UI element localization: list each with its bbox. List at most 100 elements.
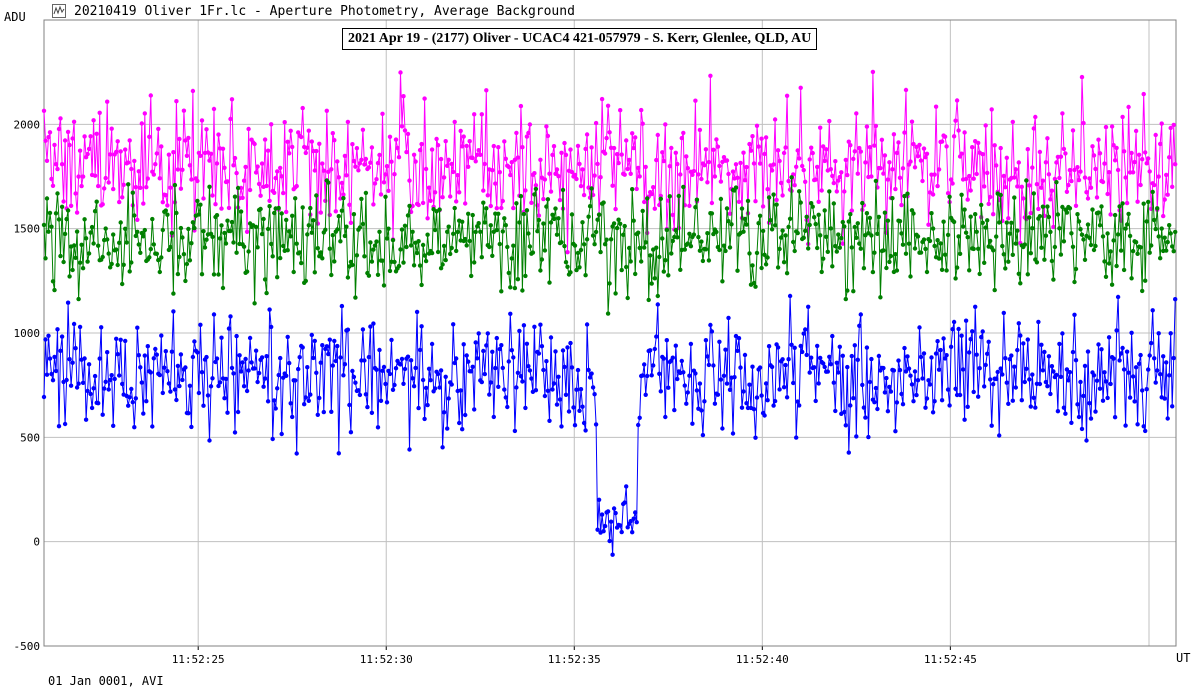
- data-point: [494, 335, 499, 341]
- data-point: [748, 148, 754, 153]
- data-point: [1064, 189, 1070, 194]
- data-point: [699, 239, 704, 244]
- data-point: [181, 108, 187, 113]
- data-point: [1088, 416, 1094, 421]
- data-point: [813, 177, 818, 182]
- data-point: [484, 343, 489, 348]
- data-point: [166, 152, 172, 157]
- data-point: [1158, 141, 1163, 147]
- data-point: [368, 160, 373, 165]
- data-point: [464, 243, 469, 248]
- data-point: [1042, 349, 1047, 355]
- data-point: [190, 88, 196, 94]
- data-point: [407, 203, 412, 209]
- data-point: [1036, 206, 1041, 212]
- data-point: [135, 325, 140, 330]
- data-point: [350, 368, 355, 374]
- data-point: [470, 212, 475, 218]
- data-point: [339, 180, 345, 186]
- data-point: [1007, 357, 1012, 362]
- data-point: [56, 424, 62, 429]
- data-point: [1043, 160, 1049, 165]
- data-point: [923, 405, 928, 410]
- data-point: [1066, 378, 1071, 383]
- data-point: [735, 268, 740, 273]
- data-point: [232, 430, 238, 435]
- data-point: [938, 241, 943, 246]
- data-point: [906, 366, 912, 371]
- data-point: [407, 178, 412, 183]
- data-point: [387, 134, 393, 139]
- data-point: [960, 224, 966, 229]
- data-point: [708, 73, 713, 79]
- data-point: [1112, 158, 1118, 163]
- data-point: [532, 324, 537, 329]
- data-point: [908, 373, 913, 378]
- data-point: [422, 96, 427, 101]
- data-point: [416, 405, 421, 411]
- data-point: [906, 241, 912, 246]
- data-point: [377, 347, 382, 353]
- data-point: [983, 123, 988, 128]
- data-point: [1078, 169, 1083, 174]
- data-point: [985, 218, 990, 223]
- data-point: [55, 327, 60, 332]
- data-point: [348, 220, 354, 225]
- data-point: [276, 372, 281, 378]
- data-point: [226, 205, 232, 211]
- y-tick-label: 0: [33, 536, 40, 549]
- data-point: [751, 161, 757, 166]
- data-point: [285, 139, 290, 144]
- data-point: [488, 223, 493, 228]
- data-point: [744, 164, 749, 170]
- data-point: [923, 246, 928, 252]
- window-header: 20210419 Oliver 1Fr.lc - Aperture Photom…: [0, 0, 1200, 24]
- data-point: [717, 247, 722, 253]
- data-point: [1164, 360, 1169, 365]
- data-point: [1073, 358, 1079, 363]
- data-point: [247, 335, 253, 341]
- data-point: [133, 233, 138, 239]
- data-point: [308, 392, 313, 397]
- data-point: [177, 254, 182, 260]
- data-point: [219, 223, 224, 228]
- data-point: [1105, 395, 1110, 401]
- data-point: [46, 333, 51, 338]
- data-point: [721, 155, 727, 160]
- data-point: [798, 200, 803, 205]
- data-point: [1036, 319, 1041, 325]
- data-point: [568, 147, 573, 152]
- data-point: [562, 243, 567, 249]
- data-point: [855, 221, 860, 226]
- data-point: [959, 333, 964, 338]
- data-point: [1114, 328, 1119, 333]
- data-point: [687, 203, 692, 208]
- data-point: [1054, 372, 1059, 378]
- data-point: [377, 152, 382, 158]
- data-point: [479, 112, 484, 117]
- data-point: [1006, 401, 1011, 406]
- data-point: [1076, 177, 1082, 183]
- data-point: [265, 399, 271, 404]
- data-point: [354, 146, 360, 151]
- data-point: [1000, 372, 1005, 377]
- data-point: [1120, 345, 1125, 351]
- data-point: [451, 169, 456, 175]
- data-point: [772, 117, 778, 122]
- data-point: [264, 354, 269, 359]
- data-point: [742, 216, 748, 222]
- data-point: [160, 390, 165, 396]
- data-point: [970, 329, 975, 334]
- data-point: [563, 392, 569, 397]
- data-point: [1105, 231, 1110, 236]
- data-point: [405, 354, 411, 359]
- data-point: [848, 403, 853, 408]
- data-point: [1039, 245, 1044, 250]
- data-point: [426, 366, 432, 371]
- data-point: [452, 360, 457, 366]
- data-point: [344, 173, 349, 178]
- data-point: [809, 145, 814, 150]
- data-point: [267, 307, 272, 312]
- data-point: [318, 250, 323, 255]
- data-point: [976, 394, 981, 399]
